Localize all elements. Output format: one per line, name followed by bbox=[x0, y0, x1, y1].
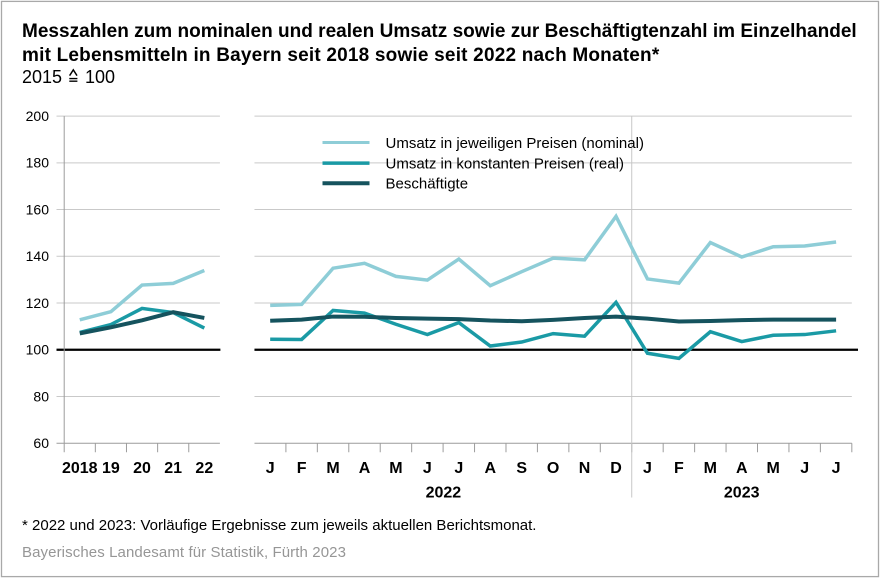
svg-text:80: 80 bbox=[33, 388, 49, 404]
svg-text:J: J bbox=[643, 460, 652, 477]
svg-text:100: 100 bbox=[26, 342, 50, 358]
svg-text:140: 140 bbox=[26, 248, 50, 264]
svg-text:Umsatz in jeweiligen Preisen (: Umsatz in jeweiligen Preisen (nominal) bbox=[386, 135, 644, 152]
svg-text:F: F bbox=[674, 460, 684, 477]
svg-text:N: N bbox=[579, 460, 591, 477]
svg-text:20: 20 bbox=[133, 460, 151, 477]
svg-text:19: 19 bbox=[102, 460, 120, 477]
svg-text:M: M bbox=[767, 460, 780, 477]
svg-text:M: M bbox=[326, 460, 339, 477]
svg-text:Beschäftigte: Beschäftigte bbox=[386, 176, 469, 193]
svg-text:Umsatz in konstanten Preisen (: Umsatz in konstanten Preisen (real) bbox=[386, 155, 624, 172]
svg-text:O: O bbox=[547, 460, 559, 477]
svg-text:160: 160 bbox=[26, 201, 50, 217]
svg-text:M: M bbox=[704, 460, 717, 477]
svg-text:22: 22 bbox=[195, 460, 213, 477]
svg-text:120: 120 bbox=[26, 295, 50, 311]
svg-text:180: 180 bbox=[26, 155, 50, 171]
svg-text:A: A bbox=[736, 460, 748, 477]
svg-text:M: M bbox=[389, 460, 402, 477]
svg-text:D: D bbox=[610, 460, 622, 477]
svg-text:A: A bbox=[484, 460, 496, 477]
svg-text:J: J bbox=[800, 460, 809, 477]
svg-text:J: J bbox=[454, 460, 463, 477]
svg-text:J: J bbox=[266, 460, 275, 477]
svg-text:200: 200 bbox=[26, 108, 50, 124]
svg-text:2022: 2022 bbox=[426, 485, 462, 502]
svg-text:A: A bbox=[359, 460, 371, 477]
svg-text:60: 60 bbox=[33, 435, 49, 451]
svg-text:S: S bbox=[516, 460, 527, 477]
svg-text:2023: 2023 bbox=[724, 485, 760, 502]
svg-text:21: 21 bbox=[164, 460, 182, 477]
svg-text:J: J bbox=[423, 460, 432, 477]
svg-text:F: F bbox=[297, 460, 307, 477]
svg-text:J: J bbox=[832, 460, 841, 477]
svg-text:2018: 2018 bbox=[62, 460, 98, 477]
